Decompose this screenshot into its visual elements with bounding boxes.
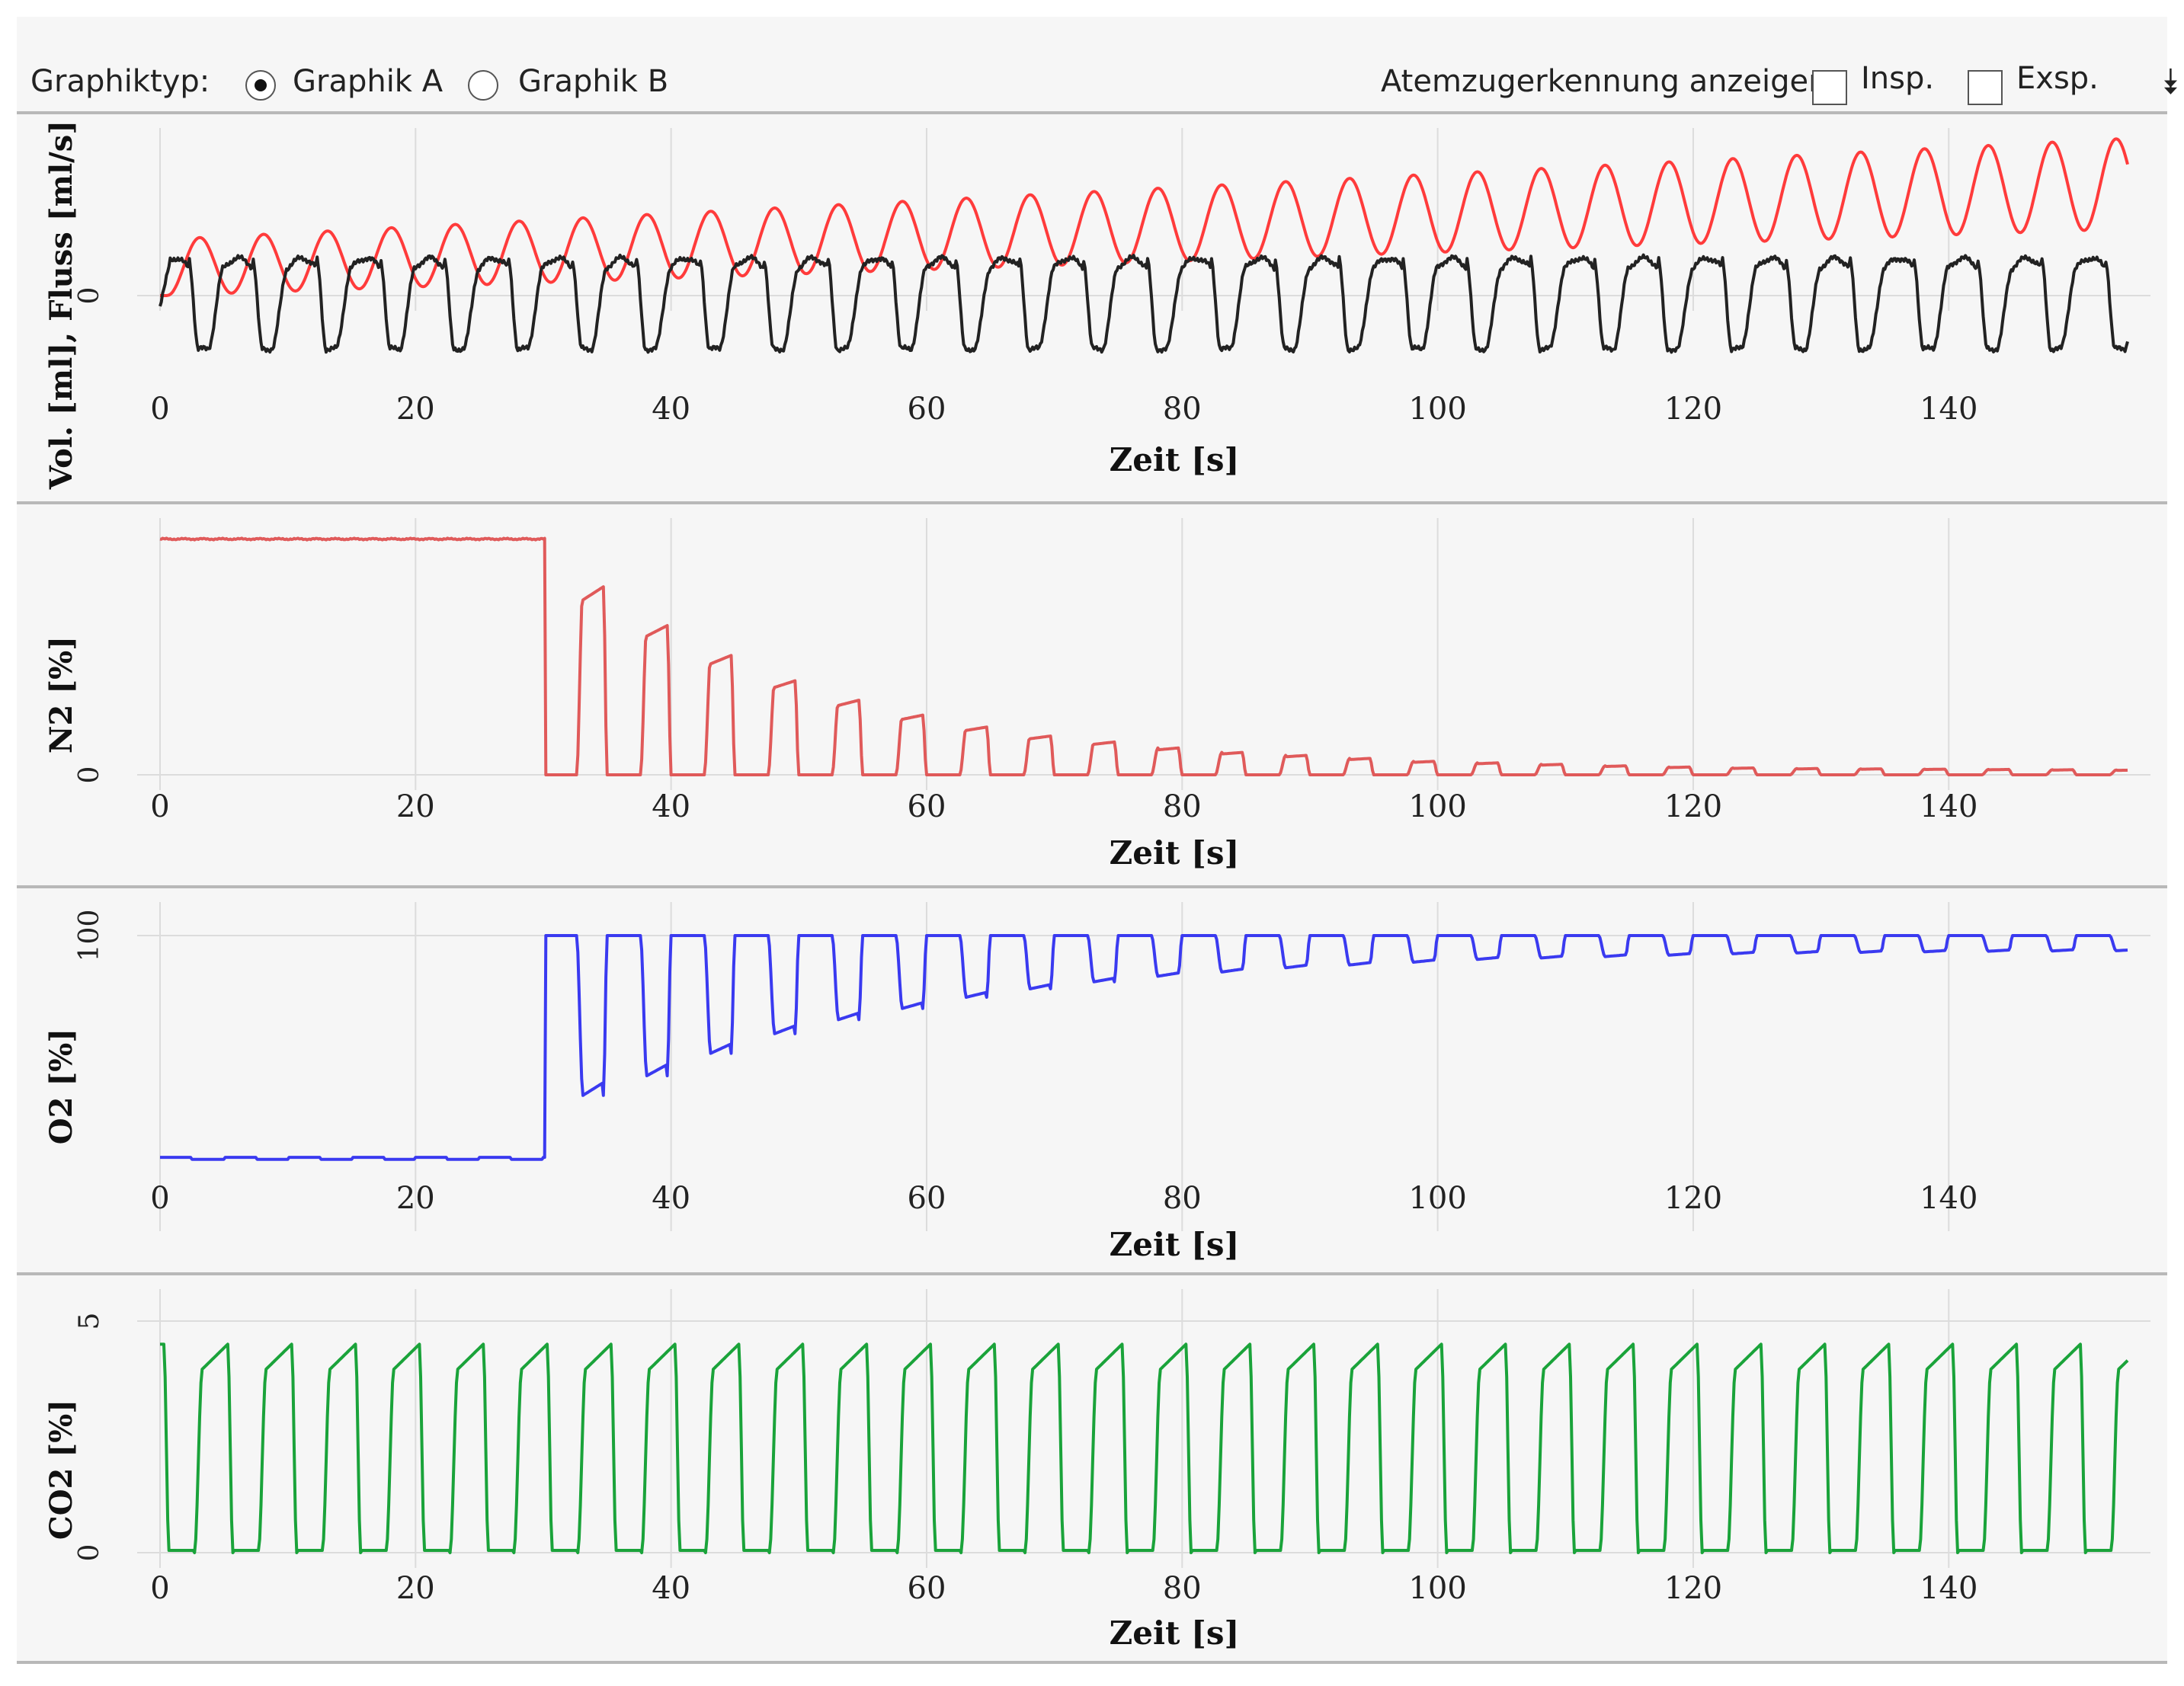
co2-panel: 0 20 40 60 80 100 120 140 0 5 CO2 [%] Zeit [s] (17, 1275, 2167, 1661)
x-tick-label: 60 (908, 392, 946, 427)
x-tick-label: 80 (1163, 392, 1202, 427)
insp-label[interactable]: Insp. (1861, 61, 1935, 96)
series-line-2 (159, 253, 2129, 354)
x-tick-label: 20 (396, 1181, 435, 1216)
x-tick-label: 20 (396, 789, 435, 824)
x-tick-label: 140 (1920, 789, 1977, 824)
graphik-a-radio[interactable] (245, 70, 276, 101)
x-tick-label: 0 (150, 1181, 169, 1216)
x-tick-label: 120 (1664, 392, 1722, 427)
exsp-label[interactable]: Exsp. (2016, 61, 2099, 96)
x-tick-label: 120 (1664, 1181, 1722, 1216)
x-tick-label: 40 (652, 392, 690, 427)
n2-panel: 0 20 40 60 80 100 120 140 0 N2 [%] Zeit [s] (17, 504, 2167, 885)
y-tick-label: 100 (74, 910, 105, 962)
x-tick-label: 100 (1408, 1571, 1466, 1606)
x-tick-label: 80 (1163, 1181, 1202, 1216)
x-tick-label: 20 (396, 1571, 435, 1606)
panel-divider (17, 501, 2167, 504)
graph-toolbar: Graphiktyp: Graphik A Graphik B Atemzuge… (17, 17, 2181, 116)
toolbar-divider (17, 111, 2167, 114)
co2-chart: 0 20 40 60 80 100 120 140 0 5 CO2 [%] Zeit [s] (43, 1289, 2150, 1652)
series-line-1 (159, 934, 2128, 1161)
x-tick-label: 80 (1163, 789, 1202, 824)
y-axis-label: Vol. [ml], Fluss [ml/s] (43, 120, 79, 490)
insp-checkbox[interactable] (1812, 70, 1847, 105)
y-axis-label: N2 [%] (43, 636, 79, 753)
volume-flow-panel: 0 20 40 60 80 100 120 140 0 Vol. [ml], Fluss [ml… (17, 114, 2167, 501)
y-axis-label: O2 [%] (43, 1029, 79, 1144)
graphik-a-label[interactable]: Graphik A (293, 64, 444, 99)
graph-type-label: Graphiktyp: (30, 64, 210, 99)
series-line-1 (159, 536, 2128, 776)
x-tick-label: 120 (1664, 1571, 1722, 1606)
x-tick-label: 40 (652, 1181, 690, 1216)
x-tick-label: 100 (1408, 392, 1466, 427)
panel-divider (17, 1272, 2167, 1275)
x-tick-label: 60 (908, 789, 946, 824)
x-tick-label: 20 (396, 392, 435, 427)
y-axis-label: CO2 [%] (43, 1400, 79, 1540)
exsp-checkbox[interactable] (1968, 70, 2003, 105)
x-tick-label: 60 (908, 1571, 946, 1606)
series-line-1 (159, 1342, 2129, 1554)
x-axis-label: Zeit [s] (1110, 1226, 1240, 1263)
x-tick-label: 100 (1408, 1181, 1466, 1216)
o2-panel: 0 20 40 60 80 100 120 140 100 O2 [%] Zeit [s] (17, 888, 2167, 1272)
y-tick-label: 5 (74, 1313, 105, 1330)
y-tick-label: 0 (74, 287, 105, 305)
graphik-b-label[interactable]: Graphik B (518, 64, 669, 99)
x-tick-label: 60 (908, 1181, 946, 1216)
x-tick-label: 0 (150, 392, 169, 427)
y-tick-label: 0 (74, 766, 105, 784)
x-tick-label: 40 (652, 789, 690, 824)
x-tick-label: 140 (1920, 1571, 1977, 1606)
x-axis-label: Zeit [s] (1110, 834, 1240, 872)
x-tick-label: 0 (150, 789, 169, 824)
x-tick-label: 120 (1664, 789, 1722, 824)
x-tick-label: 0 (150, 1571, 169, 1606)
double-chevron-down-icon[interactable]: ⯯ (2160, 61, 2181, 102)
graphik-b-radio[interactable] (468, 70, 498, 101)
x-tick-label: 80 (1163, 1571, 1202, 1606)
panel-divider (17, 1661, 2167, 1664)
x-tick-label: 100 (1408, 789, 1466, 824)
x-tick-label: 140 (1920, 1181, 1977, 1216)
x-axis-label: Zeit [s] (1110, 441, 1240, 478)
panel-divider (17, 885, 2167, 888)
y-tick-label: 0 (74, 1544, 105, 1562)
x-tick-label: 40 (652, 1571, 690, 1606)
x-tick-label: 140 (1920, 392, 1977, 427)
series-line-1 (159, 137, 2129, 297)
breath-detection-label: Atemzugerkennung anzeigen: (1381, 64, 1838, 99)
n2-chart: 0 20 40 60 80 100 120 140 0 N2 [%] Zeit [s] (43, 518, 2150, 872)
x-axis-label: Zeit [s] (1110, 1614, 1240, 1652)
o2-chart: 0 20 40 60 80 100 120 140 100 O2 [%] Zeit [s] (43, 902, 2150, 1263)
volume-flow-chart: 0 20 40 60 80 100 120 140 0 Vol. [ml], Fluss [ml… (43, 120, 2150, 490)
radio-selected-dot (255, 79, 267, 91)
